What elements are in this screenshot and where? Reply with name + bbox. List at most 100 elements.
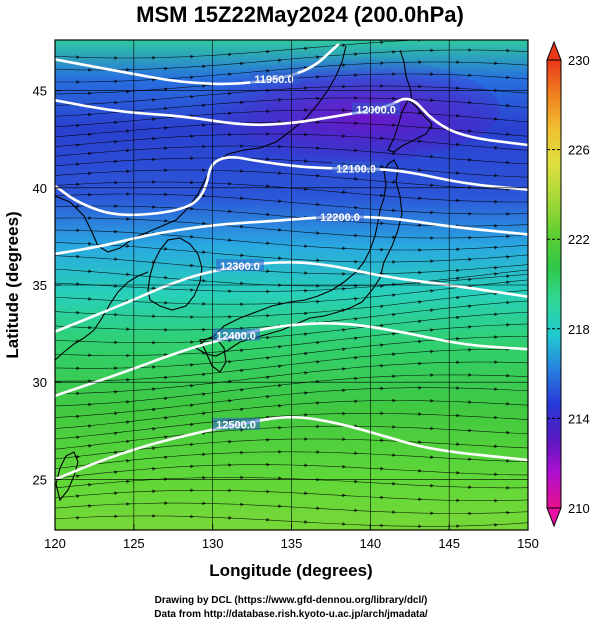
streamline-arrow <box>304 159 308 163</box>
streamline-arrow <box>164 396 168 401</box>
streamline-arrow <box>202 84 206 88</box>
colorbar-body <box>546 59 562 509</box>
streamline-arrow <box>506 280 510 285</box>
streamline-arrow <box>114 139 118 144</box>
streamline-arrow <box>304 463 308 468</box>
streamline-arrow <box>304 244 308 248</box>
streamline-arrow <box>266 132 270 136</box>
streamline-arrow <box>126 459 130 463</box>
streamline-arrow <box>392 510 396 514</box>
streamline-arrow <box>114 204 118 208</box>
streamline-arrow <box>316 231 320 235</box>
streamline-arrow <box>342 493 346 498</box>
streamline-arrow <box>468 373 472 377</box>
streamline-arrow <box>88 379 92 383</box>
streamline-arrow <box>430 328 434 332</box>
streamline-arrow <box>202 123 206 127</box>
streamline-arrow <box>126 148 130 153</box>
streamline-arrow <box>430 308 434 313</box>
colorbar-max-arrow <box>546 40 562 61</box>
streamline-arrow <box>114 159 118 164</box>
streamline-arrow <box>202 452 206 457</box>
streamline-arrow <box>316 96 320 101</box>
streamline-arrow <box>304 332 308 336</box>
streamline-arrow <box>76 516 80 520</box>
streamline-arrow <box>202 475 206 480</box>
streamline-arrow <box>342 347 346 352</box>
streamline-arrow <box>278 256 282 260</box>
streamline-arrow <box>76 182 80 187</box>
streamline-arrow <box>126 400 130 404</box>
streamline-arrow <box>126 129 130 133</box>
gridlines <box>55 40 528 530</box>
streamline-arrow <box>152 387 156 391</box>
streamline-arrow <box>354 52 358 56</box>
streamline-arrow <box>418 223 422 227</box>
streamline-arrow <box>190 156 194 160</box>
streamline-arrow <box>190 488 194 493</box>
streamline-arrow <box>88 483 92 487</box>
streamline-arrow <box>342 43 346 48</box>
streamline-arrow <box>202 168 206 172</box>
streamline-arrow <box>430 349 434 354</box>
streamline-arrow <box>164 477 168 481</box>
streamline-arrow <box>380 411 384 416</box>
plot-area: 11950.0 12000.0 12100.0 12200.0 12300.0 12400… <box>55 40 528 530</box>
streamline-arrow <box>114 390 118 394</box>
streamline-arrow <box>190 263 194 268</box>
streamline-arrow <box>430 98 434 102</box>
streamline-arrow <box>304 311 308 316</box>
y-tick-label: 35 <box>33 278 47 293</box>
streamline <box>55 49 528 71</box>
streamline-arrow <box>126 217 130 221</box>
streamline-arrow <box>430 289 434 293</box>
streamline-arrow <box>354 479 358 484</box>
streamline-arrow <box>76 80 80 84</box>
contour-label: 12500.0 <box>216 420 256 432</box>
streamline-arrow <box>354 121 358 125</box>
streamline-arrow <box>126 439 130 444</box>
streamline-arrow <box>190 315 194 319</box>
streamline-arrow <box>240 368 244 373</box>
streamline-arrow <box>240 100 244 105</box>
streamline-arrow <box>392 332 396 336</box>
streamline-arrow <box>392 293 396 297</box>
streamline-arrow <box>190 134 194 139</box>
streamline-arrow <box>354 508 358 513</box>
streamline-arrow <box>316 401 320 405</box>
streamline-arrow <box>430 373 434 377</box>
streamline-arrow <box>468 277 472 282</box>
streamline-arrow <box>354 177 358 181</box>
streamline-arrow <box>506 486 510 490</box>
contour-label-bg <box>332 161 380 174</box>
contour-line <box>55 97 528 147</box>
streamline-arrow <box>392 312 396 317</box>
x-tick-label: 130 <box>202 536 224 551</box>
streamline-arrow <box>430 483 434 488</box>
streamline-arrow <box>164 66 168 71</box>
streamline-arrow <box>418 339 422 344</box>
streamline-arrow <box>342 437 346 441</box>
streamline-arrow <box>380 136 384 140</box>
streamline-arrow <box>126 244 130 248</box>
streamline-arrow <box>164 192 168 197</box>
streamline-arrow <box>506 75 510 80</box>
streamline-arrow <box>266 69 270 73</box>
streamline <box>55 374 528 407</box>
streamline-arrow <box>190 403 194 408</box>
streamline-arrow <box>304 271 308 275</box>
streamline-arrow <box>316 75 320 79</box>
contour-label-bg <box>212 328 260 341</box>
coastline-hokkaido <box>387 99 433 153</box>
streamline-arrow <box>316 299 320 304</box>
streamline-arrow <box>240 450 244 455</box>
streamline-arrow <box>392 453 396 457</box>
streamline <box>55 464 528 479</box>
streamline-arrow <box>430 210 434 215</box>
streamline-arrow <box>380 343 384 347</box>
streamline <box>55 400 528 429</box>
streamline-arrow <box>456 268 460 273</box>
streamline-arrow <box>152 157 156 162</box>
contour-label: 12400.0 <box>216 331 256 343</box>
streamline-arrow <box>266 518 270 522</box>
